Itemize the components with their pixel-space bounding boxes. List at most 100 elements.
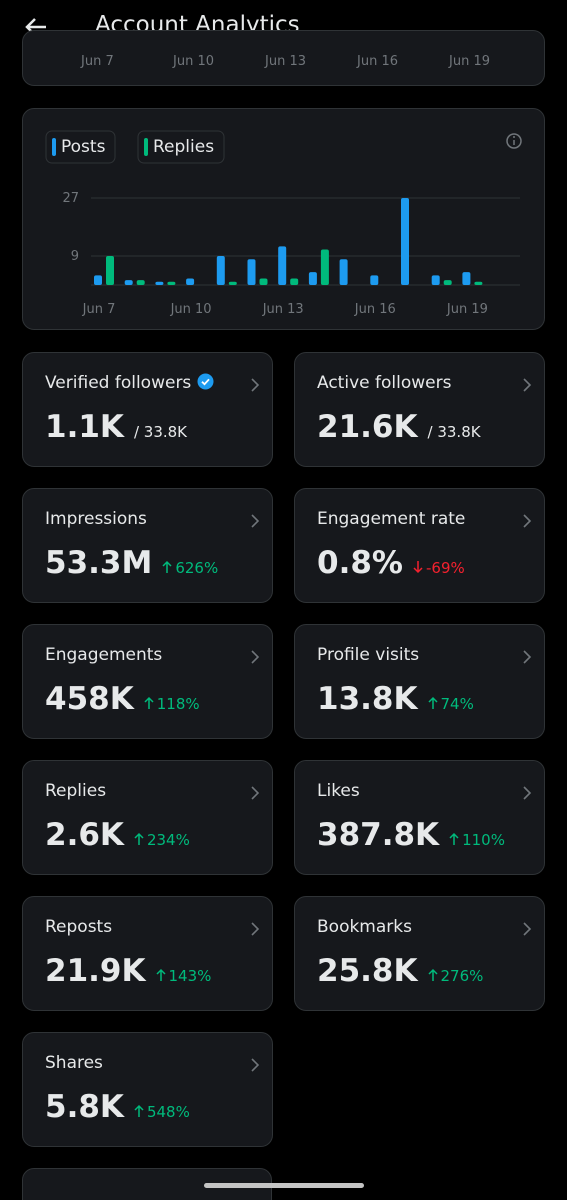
chevron bbox=[251, 786, 260, 800]
legend-box bbox=[45, 130, 116, 164]
change-text: 276% bbox=[440, 967, 484, 985]
x-tick-label: Jun 19 bbox=[446, 302, 488, 317]
metric-number: 13.8K bbox=[317, 681, 418, 717]
metric-value: 0.8% -69% bbox=[317, 545, 465, 581]
chart-card: Posts Replies 9 27 Jun 7 Jun 10 Jun 13 Jun 16 Ju… bbox=[22, 108, 545, 330]
trend-arrow bbox=[134, 832, 144, 845]
metric-value: 1.1K / 33.8K bbox=[45, 409, 187, 445]
metric-number: 2.6K bbox=[45, 817, 124, 853]
metric-change: 234% bbox=[134, 831, 190, 849]
chevron bbox=[251, 514, 260, 528]
metric-change: 110% bbox=[449, 831, 505, 849]
metric-number: 387.8K bbox=[317, 817, 440, 853]
metric-number: 458K bbox=[45, 681, 134, 717]
bar bbox=[401, 198, 409, 285]
bar bbox=[106, 256, 114, 285]
metric-value: 25.8K 276% bbox=[317, 953, 483, 989]
metric-number: 21.9K bbox=[45, 953, 146, 989]
metric-card[interactable]: Likes 387.8K 110% bbox=[294, 760, 545, 875]
change-text: 626% bbox=[175, 559, 219, 577]
metric-value: 2.6K 234% bbox=[45, 817, 190, 853]
trend-arrow bbox=[155, 968, 166, 981]
metric-label: Likes bbox=[317, 781, 360, 801]
info-icon[interactable] bbox=[506, 133, 522, 149]
metric-label: Profile visits bbox=[317, 645, 420, 665]
metric-card[interactable]: Bookmarks 25.8K 276% bbox=[294, 896, 545, 1011]
metric-value: 53.3M 626% bbox=[45, 545, 218, 581]
x-tick-label: Jun 7 bbox=[82, 302, 116, 317]
metric-card[interactable]: Profile visits 13.8K 74% bbox=[294, 624, 545, 739]
legend-swatch bbox=[52, 138, 56, 156]
bar bbox=[94, 275, 102, 285]
bar bbox=[136, 280, 145, 285]
bar bbox=[167, 281, 176, 285]
metric-card[interactable]: Impressions 53.3M 626% bbox=[22, 488, 273, 603]
metric-value: 13.8K 74% bbox=[317, 681, 474, 717]
metric-card[interactable]: Active followers 21.6K / 33.8K bbox=[294, 352, 545, 467]
x-tick-label: Jun 7 bbox=[81, 54, 114, 69]
trend-arrow bbox=[449, 832, 459, 845]
trend-arrow bbox=[144, 696, 154, 709]
x-tick-label: Jun 16 bbox=[354, 302, 396, 317]
chart: Posts Replies 9 27 Jun 7 Jun 10 Jun 13 Jun 16 Ju… bbox=[45, 130, 522, 317]
bar bbox=[228, 281, 237, 285]
metric-change: 143% bbox=[155, 967, 212, 985]
metric-label: Replies bbox=[45, 781, 107, 801]
metric-label: Bookmarks bbox=[317, 917, 412, 937]
metric-change: 118% bbox=[144, 695, 200, 713]
change-text: -69% bbox=[425, 559, 465, 577]
metric-number: 1.1K bbox=[45, 409, 124, 445]
metric-label: Reposts bbox=[45, 917, 113, 937]
chevron bbox=[251, 922, 260, 936]
metric-card[interactable]: Engagements 458K 118% bbox=[22, 624, 273, 739]
metric-total: / 33.8K bbox=[427, 423, 481, 441]
metric-card[interactable]: Replies 2.6K 234% bbox=[22, 760, 273, 875]
chevron bbox=[251, 1058, 260, 1072]
chevron bbox=[251, 378, 260, 392]
trend-arrow bbox=[413, 561, 423, 574]
metric-label: Engagements bbox=[45, 645, 163, 665]
bar bbox=[339, 259, 348, 285]
metric-number: 25.8K bbox=[317, 953, 418, 989]
bar bbox=[474, 281, 483, 285]
metric-change: 276% bbox=[427, 967, 484, 985]
metric-label: Active followers bbox=[317, 373, 452, 393]
metric-card[interactable]: Verified followers 1.1K / 33.8K bbox=[22, 352, 273, 467]
metric-change: -69% bbox=[413, 559, 465, 577]
trend-arrow bbox=[427, 968, 438, 981]
metric-number: 0.8% bbox=[317, 545, 403, 581]
legend-swatch bbox=[144, 138, 148, 156]
bar bbox=[278, 246, 287, 285]
bar bbox=[216, 256, 225, 285]
bar bbox=[186, 278, 195, 285]
x-tick-label: Jun 13 bbox=[262, 302, 304, 317]
bar bbox=[443, 280, 452, 285]
bar bbox=[308, 272, 317, 285]
legend-box bbox=[137, 130, 225, 164]
home-indicator bbox=[204, 1183, 364, 1188]
metric-card[interactable]: Shares 5.8K 548% bbox=[22, 1032, 273, 1147]
metric-value: 21.9K 143% bbox=[45, 953, 211, 989]
bar bbox=[124, 280, 133, 285]
verified-badge bbox=[197, 373, 214, 390]
legend-label: Replies bbox=[153, 137, 214, 157]
bar bbox=[290, 278, 299, 285]
bar bbox=[370, 275, 379, 285]
metric-card[interactable]: Reposts 21.9K 143% bbox=[22, 896, 273, 1011]
metric-card[interactable]: Engagement rate 0.8% -69% bbox=[294, 488, 545, 603]
trend-arrow bbox=[427, 696, 438, 709]
x-tick-label: Jun 10 bbox=[170, 302, 212, 317]
metric-value: 21.6K / 33.8K bbox=[317, 409, 481, 445]
metric-change: 548% bbox=[134, 1103, 190, 1121]
change-text: 143% bbox=[168, 967, 212, 985]
chevron bbox=[523, 650, 532, 664]
change-text: 118% bbox=[156, 695, 200, 713]
chevron bbox=[523, 922, 532, 936]
change-text: 74% bbox=[440, 695, 474, 713]
metric-total: / 33.8K bbox=[133, 423, 188, 441]
bar bbox=[247, 259, 256, 285]
legend-label: Posts bbox=[61, 137, 106, 157]
metric-number: 53.3M bbox=[45, 545, 153, 581]
metric-value: 458K 118% bbox=[45, 681, 200, 717]
